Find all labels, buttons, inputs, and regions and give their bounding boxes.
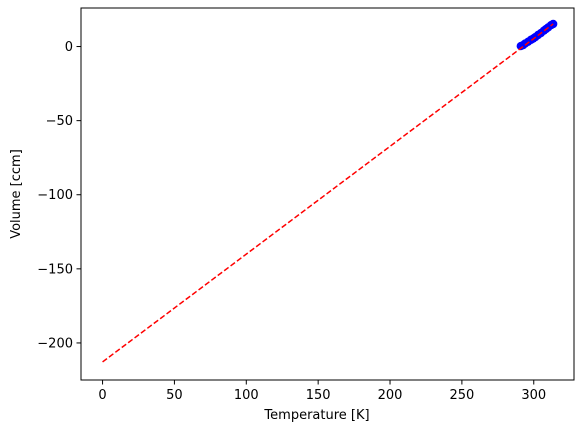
axes: 0 50 100 150 200 250 300 0 −50 −100 −150 −200 xyxy=(37,7,575,403)
y-tick-label: −150 xyxy=(37,262,73,277)
y-tick-label: −100 xyxy=(37,188,73,203)
y-tick-label: 0 xyxy=(65,40,73,55)
x-tick-label: 100 xyxy=(234,388,259,403)
y-tick-label: −200 xyxy=(37,336,73,351)
x-tick-label: 0 xyxy=(98,388,106,403)
y-axis-label: Volume [ccm] xyxy=(9,149,24,239)
plot-area xyxy=(102,19,558,363)
x-tick-label: 50 xyxy=(166,388,183,403)
x-tick-label: 250 xyxy=(449,388,474,403)
data-point xyxy=(548,19,558,29)
y-tick-label: −50 xyxy=(46,114,73,129)
x-tick-label: 300 xyxy=(521,388,546,403)
x-tick-label: 150 xyxy=(306,388,331,403)
axes-frame xyxy=(80,7,575,381)
x-tick-label: 200 xyxy=(378,388,403,403)
fit-line xyxy=(102,23,554,363)
x-axis-label: Temperature [K] xyxy=(263,408,369,423)
